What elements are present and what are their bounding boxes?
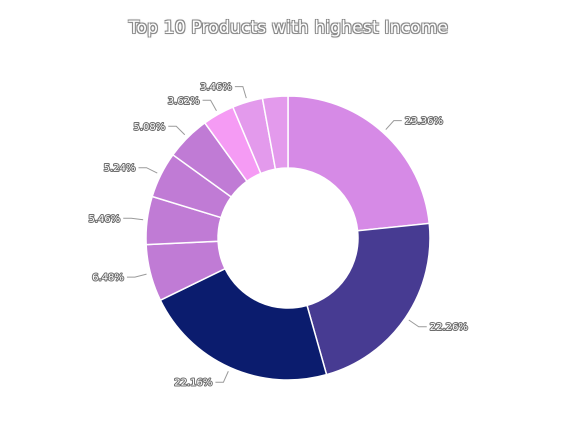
leader-line-1 <box>385 120 402 130</box>
leader-line-5 <box>123 217 144 221</box>
slice-label-5: 5.46% <box>88 214 120 225</box>
donut-slice-2[interactable] <box>306 222 431 376</box>
slice-label-6: 5.24% <box>104 163 136 174</box>
leader-line-8 <box>202 99 217 111</box>
donut-slice-3[interactable] <box>159 267 328 381</box>
leader-line-9 <box>234 86 247 99</box>
slices-layer <box>145 95 431 381</box>
slice-label-4: 6.48% <box>92 273 124 284</box>
labels-layer: 23.36% 22.26% 22.16% 6.48% 5.46% 5.24% 5.08% 3.… <box>87 81 468 390</box>
leader-line-6 <box>138 167 158 174</box>
slice-label-3: 22.16% <box>174 378 212 389</box>
slice-label-2: 22.26% <box>430 322 468 333</box>
leader-line-2 <box>408 319 427 328</box>
leader-line-7 <box>168 125 186 136</box>
chart-title: Top 10 Products with highest Income <box>128 18 449 38</box>
leader-line-4 <box>126 273 147 278</box>
leader-line-3 <box>215 371 229 383</box>
slice-label-9: 3.46% <box>200 82 232 93</box>
donut-slice-1[interactable] <box>287 95 431 232</box>
donut-slice-10[interactable] <box>261 95 289 171</box>
slice-label-8: 3.62% <box>168 96 200 107</box>
slice-label-7: 5.08% <box>133 122 165 133</box>
slice-label-1: 23.36% <box>405 116 443 127</box>
